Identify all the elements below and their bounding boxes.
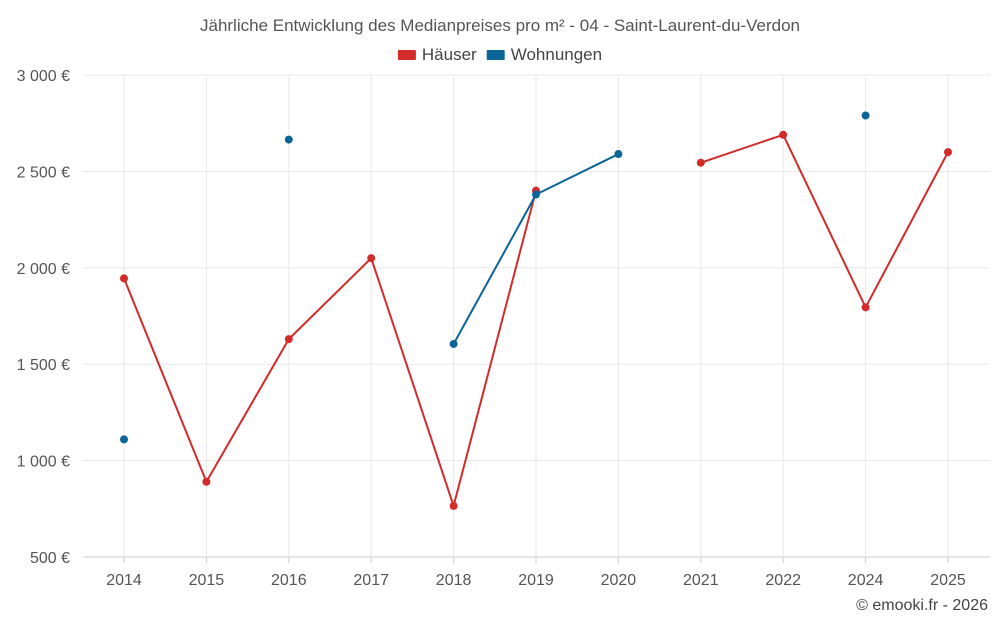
data-point[interactable] [284, 335, 293, 344]
x-tick-label: 2019 [518, 572, 554, 589]
legend-label: Wohnungen [511, 45, 602, 64]
series-line-segment [700, 133, 784, 164]
x-axis-tick-labels: 2014 2015 2016 2017 2018 2019 2020 2021 2022 2024… [106, 572, 966, 589]
series-line-segment [864, 151, 949, 308]
series-haeuser [120, 130, 952, 510]
data-point[interactable] [449, 501, 458, 510]
y-tick-label: 1 500 € [17, 357, 70, 374]
data-point[interactable] [944, 148, 952, 157]
y-tick-label: 500 € [30, 550, 70, 567]
x-tick-label: 2022 [765, 572, 801, 589]
legend[interactable]: Häuser Wohnungen [397, 45, 602, 64]
chart-title: Jährliche Entwicklung des Medianpreises … [200, 16, 800, 35]
x-tick-label: 2015 [189, 572, 225, 589]
data-point[interactable] [779, 130, 788, 139]
series-line-segment [205, 338, 290, 483]
y-tick-label: 2 500 € [17, 164, 70, 181]
y-axis-tick-labels: 500 € 1 000 € 1 500 € 2 000 € 2 500 € 3 000 € [17, 68, 70, 567]
x-tick-label: 2020 [601, 572, 637, 589]
x-tick-label: 2018 [436, 572, 472, 589]
series-line-segment [452, 190, 537, 507]
data-point[interactable] [449, 339, 458, 348]
x-tick-label: 2016 [271, 572, 307, 589]
legend-swatch [397, 50, 416, 60]
data-point[interactable] [120, 274, 128, 283]
data-point[interactable] [696, 158, 705, 167]
x-gridlines [123, 75, 949, 563]
credit-text: © emooki.fr - 2026 [856, 597, 988, 614]
data-point[interactable] [861, 303, 870, 312]
x-tick-label: 2017 [353, 572, 389, 589]
series-line-segment [288, 257, 372, 340]
data-point[interactable] [532, 190, 540, 199]
x-tick-label: 2021 [683, 572, 719, 589]
legend-swatch [486, 50, 505, 60]
legend-label: Häuser [422, 45, 477, 64]
legend-item-haeuser[interactable]: Häuser [397, 45, 477, 64]
series-line-segment [535, 153, 619, 196]
data-point[interactable] [614, 150, 623, 159]
y-tick-label: 3 000 € [17, 68, 70, 85]
y-tick-label: 2 000 € [17, 261, 70, 278]
data-point[interactable] [120, 435, 128, 444]
data-point[interactable] [202, 477, 211, 486]
series-wohnungen [120, 111, 870, 444]
data-point[interactable] [861, 111, 870, 120]
legend-item-wohnungen[interactable]: Wohnungen [486, 45, 602, 64]
x-tick-label: 2014 [106, 572, 142, 589]
series-layer [120, 111, 952, 510]
series-line-segment [452, 194, 537, 345]
data-point[interactable] [367, 254, 376, 263]
x-tick-label: 2025 [930, 572, 966, 589]
x-tick-label: 2024 [848, 572, 884, 589]
series-line-segment [782, 134, 867, 308]
y-tick-label: 1 000 € [17, 454, 70, 471]
series-line-segment [123, 278, 208, 483]
series-line-segment [370, 257, 455, 507]
data-point[interactable] [284, 135, 293, 144]
